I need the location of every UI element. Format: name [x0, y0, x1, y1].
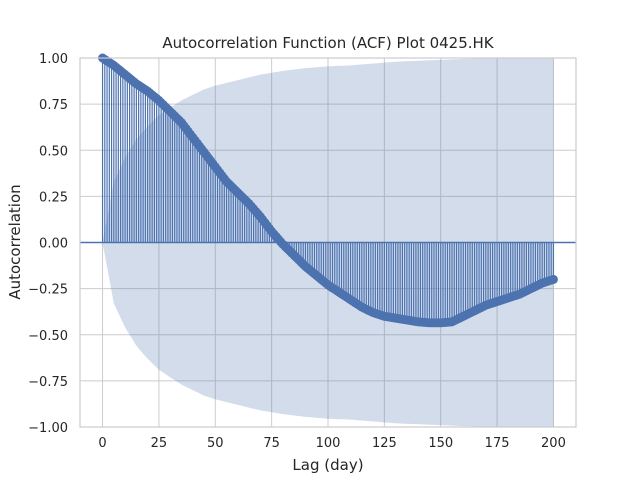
- chart-title: Autocorrelation Function (ACF) Plot 0425…: [162, 34, 494, 52]
- y-tick-label-3: −0.25: [28, 283, 68, 298]
- y-tick-label-0: −1.00: [28, 421, 68, 436]
- acf-marker-lag-200: [548, 274, 558, 284]
- x-tick-label-6: 150: [428, 436, 453, 451]
- x-tick-label-8: 200: [541, 436, 566, 451]
- marker-layer: [98, 53, 558, 328]
- y-tick-label-4: 0.00: [39, 237, 68, 252]
- y-tick-labels: −1.00 −0.75 −0.50 −0.25 0.00 0.25 0.50 0.75 1.00: [28, 52, 68, 436]
- axes-frame: [79, 57, 577, 428]
- x-tick-label-2: 50: [207, 436, 224, 451]
- x-tick-labels: 0 25 50 75 100 125 150 175 200: [98, 436, 565, 451]
- stem-layer: [80, 58, 576, 323]
- plot-frame: [79, 57, 577, 428]
- y-tick-label-6: 0.50: [39, 144, 68, 159]
- x-tick-label-0: 0: [98, 436, 106, 451]
- x-tick-label-4: 100: [316, 436, 341, 451]
- y-axis-label: Autocorrelation: [6, 184, 24, 299]
- x-tick-label-5: 125: [372, 436, 397, 451]
- y-tick-label-1: −0.75: [28, 375, 68, 390]
- x-tick-label-7: 175: [485, 436, 510, 451]
- y-tick-label-5: 0.25: [39, 190, 68, 205]
- y-tick-label-2: −0.50: [28, 329, 68, 344]
- x-tick-label-3: 75: [263, 436, 280, 451]
- y-tick-label-8: 1.00: [39, 52, 68, 67]
- y-tick-label-7: 0.75: [39, 98, 68, 113]
- x-axis-label: Lag (day): [292, 456, 363, 474]
- x-tick-label-1: 25: [151, 436, 168, 451]
